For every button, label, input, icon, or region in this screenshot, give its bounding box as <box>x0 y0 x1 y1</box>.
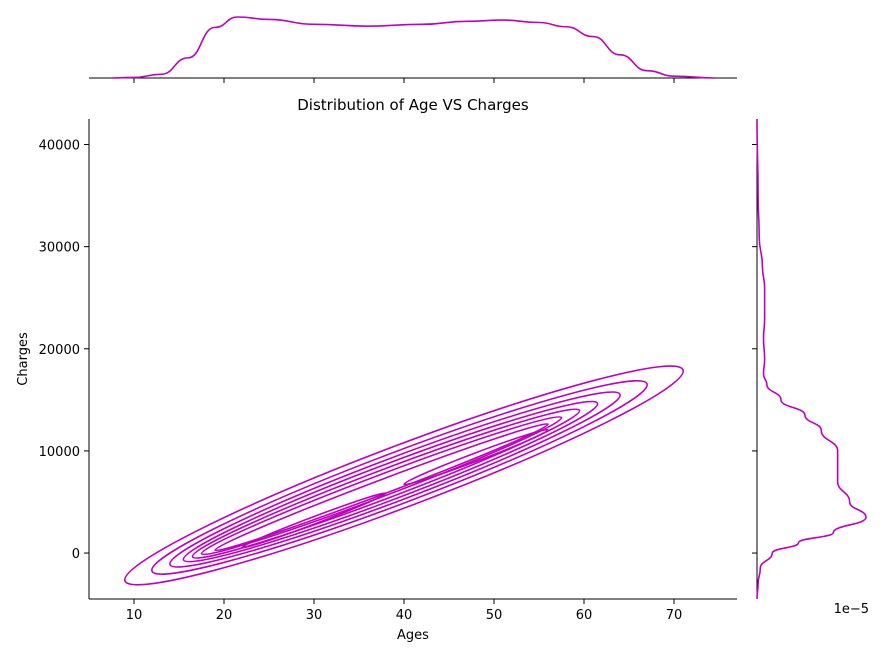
kde-contour-line <box>151 380 648 575</box>
y-tick-label: 40000 <box>39 139 80 154</box>
y-axis-label: Charges <box>16 332 31 386</box>
marginal-y-curve <box>756 118 867 600</box>
x-tick-label: 20 <box>216 608 233 623</box>
x-tick-label: 50 <box>486 608 503 623</box>
kde-contour-line <box>182 400 599 563</box>
y-tick-label: 0 <box>72 547 80 562</box>
y-tick-label: 30000 <box>39 241 80 256</box>
main-axes <box>88 119 737 600</box>
kde-contour-line <box>214 423 549 552</box>
kde-contour-line <box>169 391 621 568</box>
x-tick-label: 70 <box>666 608 683 623</box>
x-tick-label: 60 <box>576 608 593 623</box>
x-axis-label: Ages <box>397 628 429 643</box>
y-ticks: 0 10000 20000 30000 40000 <box>39 139 89 562</box>
kde-contour-line <box>403 428 549 486</box>
marginal-y-density <box>752 118 867 600</box>
kde-contour-line <box>123 365 685 586</box>
x-ticks: 10 20 30 40 50 60 70 <box>126 599 683 623</box>
x-tick-label: 40 <box>396 608 413 623</box>
kde-contour-line <box>200 416 563 556</box>
y-tick-label: 10000 <box>39 445 80 460</box>
kde-contour-line <box>191 408 581 559</box>
x-tick-label: 10 <box>126 608 143 623</box>
scale-offset-text: 1e−5 <box>834 602 869 617</box>
marginal-x-density <box>89 16 737 83</box>
kde-contours <box>123 365 685 586</box>
x-tick-label: 30 <box>306 608 323 623</box>
y-tick-label: 20000 <box>39 343 80 358</box>
marginal-x-curve <box>111 16 715 79</box>
chart-title: Distribution of Age VS Charges <box>297 96 529 114</box>
kde-contour-line <box>241 492 387 549</box>
